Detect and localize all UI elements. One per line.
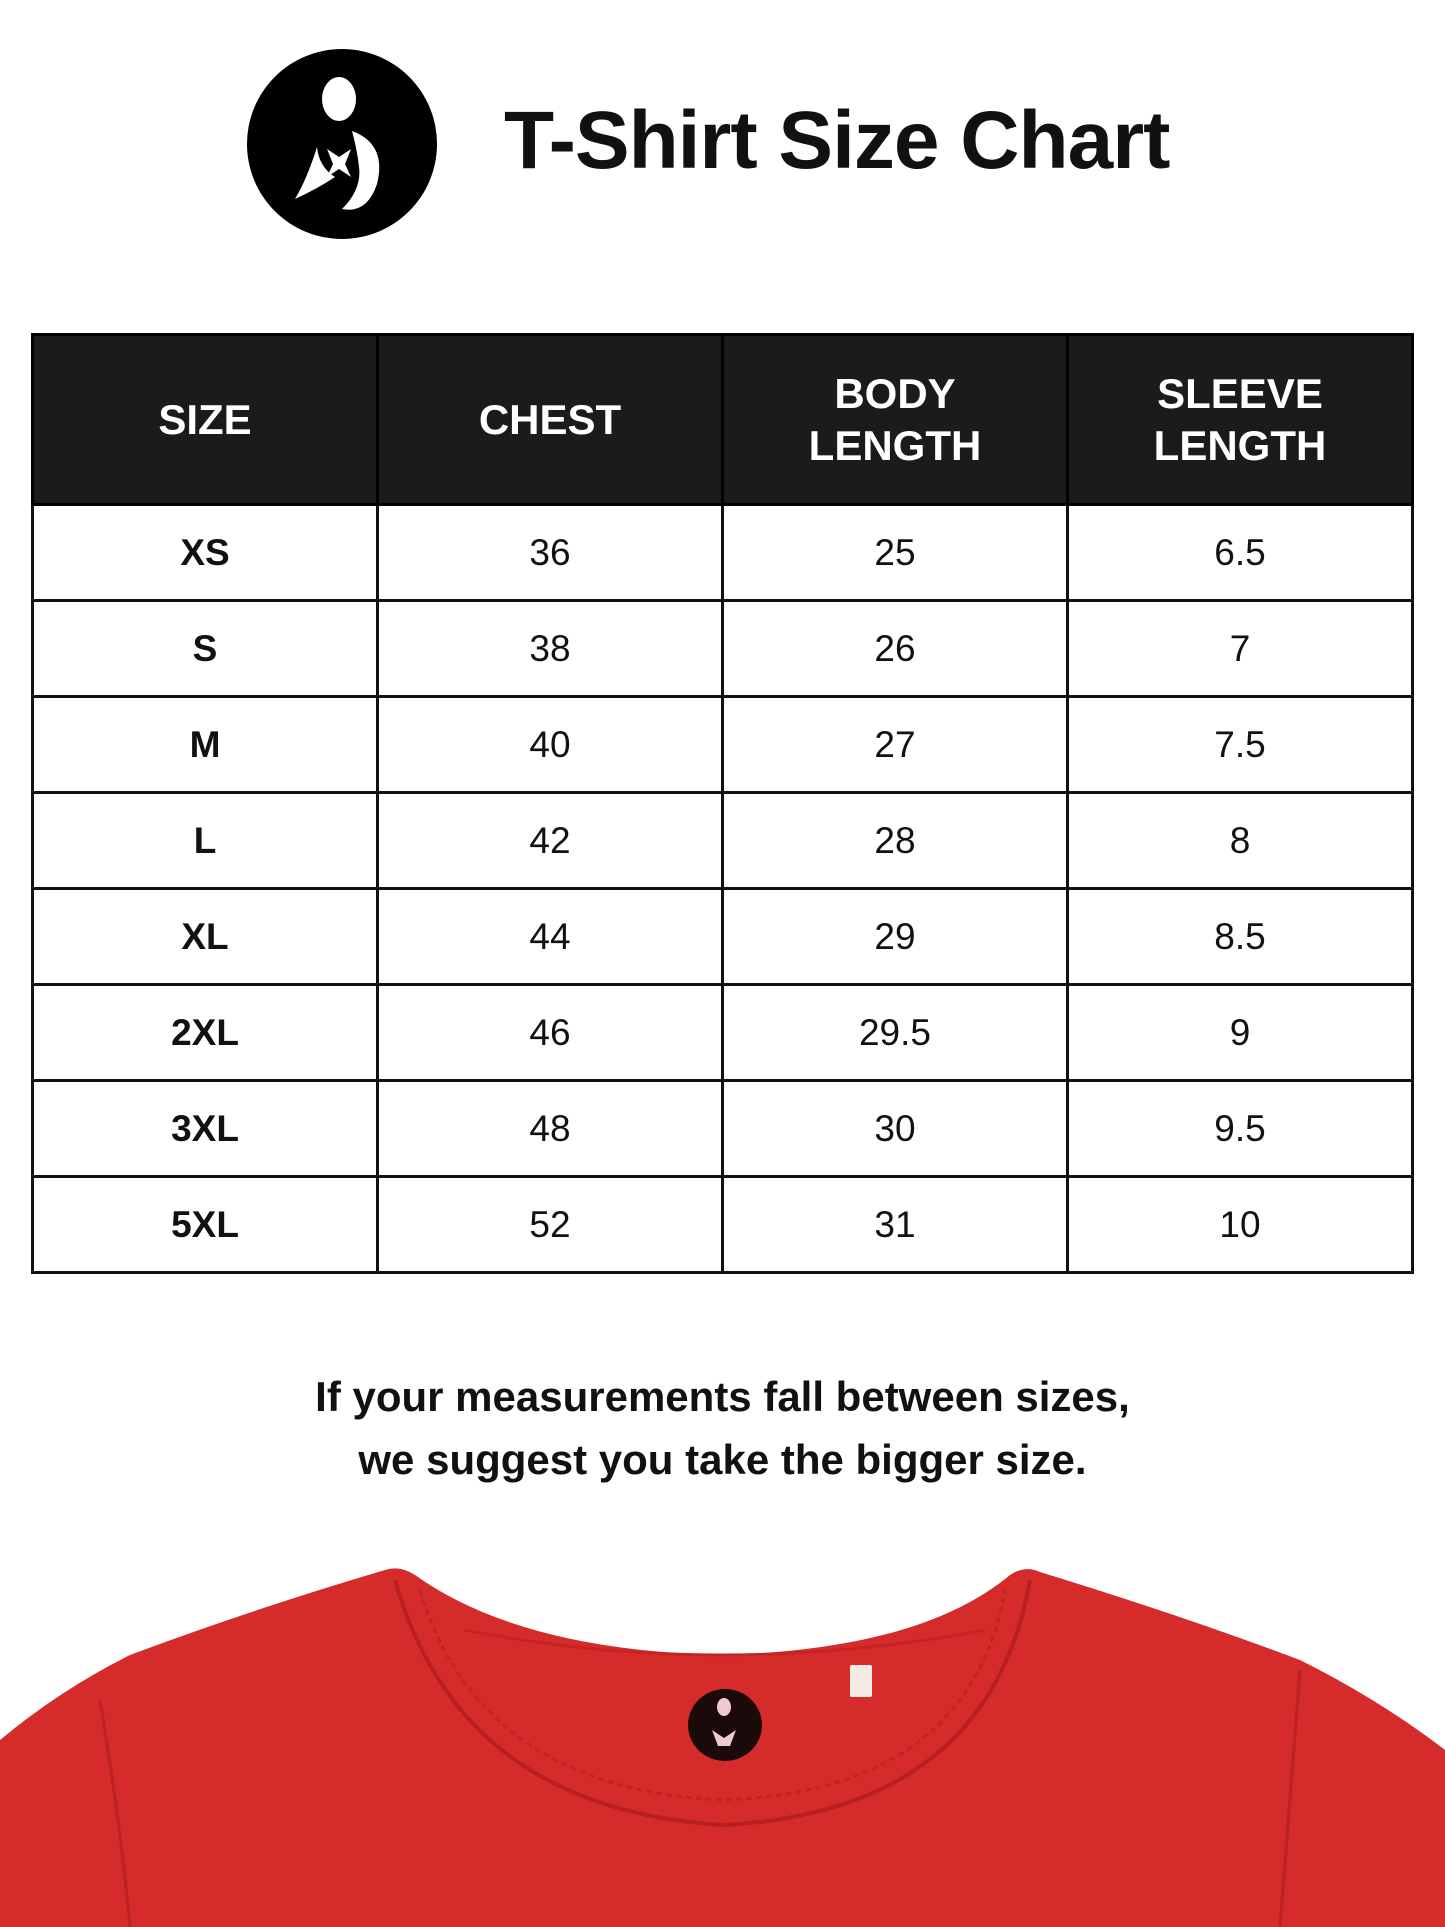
measurement-cell: 38 (376, 599, 724, 698)
measurement-cell: 46 (376, 983, 724, 1082)
measurement-cell: 36 (376, 503, 724, 602)
measurement-cell: 6.5 (1066, 503, 1414, 602)
note-line-1: If your measurements fall between sizes, (315, 1373, 1130, 1420)
table-row: 3XL 48 30 9.5 (31, 1079, 1414, 1178)
size-label: 3XL (31, 1079, 379, 1178)
table-row: XS 36 25 6.5 (31, 503, 1414, 602)
size-label: 2XL (31, 983, 379, 1082)
table-row: L 42 28 8 (31, 791, 1414, 890)
tshirt-photo (0, 1568, 1445, 1927)
measurement-cell: 10 (1066, 1175, 1414, 1274)
measurement-cell: 27 (721, 695, 1069, 794)
measurement-cell: 26 (721, 599, 1069, 698)
size-advice-note: If your measurements fall between sizes,… (0, 1365, 1445, 1491)
column-header-size: SIZE (31, 333, 379, 506)
table-row: XL 44 29 8.5 (31, 887, 1414, 986)
measurement-cell: 44 (376, 887, 724, 986)
size-label: S (31, 599, 379, 698)
measurement-cell: 31 (721, 1175, 1069, 1274)
measurement-cell: 30 (721, 1079, 1069, 1178)
measurement-cell: 8 (1066, 791, 1414, 890)
column-header-chest: CHEST (376, 333, 724, 506)
measurement-cell: 9 (1066, 983, 1414, 1082)
size-label: XL (31, 887, 379, 986)
brand-logo (247, 49, 437, 239)
size-label: 5XL (31, 1175, 379, 1274)
measurement-cell: 28 (721, 791, 1069, 890)
page-title: T-Shirt Size Chart (504, 95, 1170, 186)
measurement-cell: 40 (376, 695, 724, 794)
measurement-cell: 7.5 (1066, 695, 1414, 794)
size-label: XS (31, 503, 379, 602)
measurement-cell: 29.5 (721, 983, 1069, 1082)
column-header-sleeve-length: SLEEVE LENGTH (1066, 333, 1414, 506)
table-row: M 40 27 7.5 (31, 695, 1414, 794)
measurement-cell: 9.5 (1066, 1079, 1414, 1178)
measurement-cell: 25 (721, 503, 1069, 602)
measurement-cell: 48 (376, 1079, 724, 1178)
size-chart-table: SIZE CHEST BODY LENGTH SLEEVE LENGTH XS 36 25… (31, 333, 1414, 1274)
table-row: 2XL 46 29.5 9 (31, 983, 1414, 1082)
measurement-cell: 7 (1066, 599, 1414, 698)
measurement-cell: 52 (376, 1175, 724, 1274)
size-label: M (31, 695, 379, 794)
table-row: 5XL 52 31 10 (31, 1175, 1414, 1274)
column-header-body-length: BODY LENGTH (721, 333, 1069, 506)
measurement-cell: 29 (721, 887, 1069, 986)
size-label: L (31, 791, 379, 890)
measurement-cell: 8.5 (1066, 887, 1414, 986)
note-line-2: we suggest you take the bigger size. (358, 1436, 1087, 1483)
table-row: S 38 26 7 (31, 599, 1414, 698)
measurement-cell: 42 (376, 791, 724, 890)
